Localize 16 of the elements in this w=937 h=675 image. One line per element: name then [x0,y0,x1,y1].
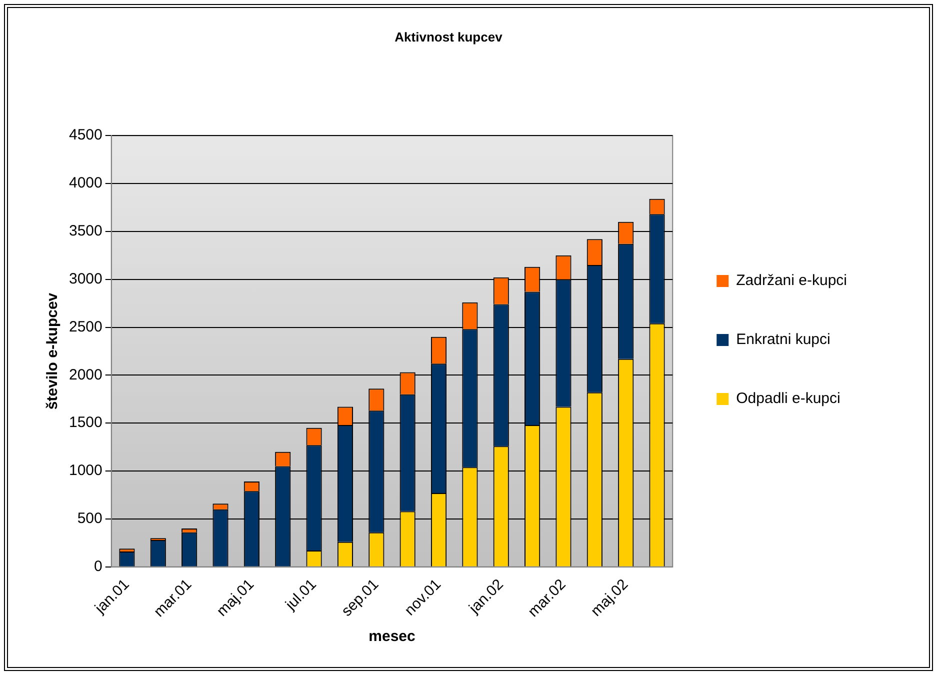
y-tick-label: 500 [77,510,102,528]
legend-label: Odpadli e-kupci [736,390,840,408]
y-tick-label: 4000 [68,174,102,192]
y-tick-label: 4500 [68,126,102,144]
y-tick-label: 3000 [68,270,102,288]
y-tick-label: 1500 [68,414,102,432]
y-tick-label: 1000 [68,462,102,480]
x-axis-title: mesec [368,628,416,646]
chart-title: Aktivnost kupcev [394,29,504,44]
legend-label: Enkratni kupci [736,331,830,348]
y-axis-title: število e-kupcev [44,292,62,410]
legend-label: Zadržani e-kupci [736,272,848,290]
y-tick-label: 0 [94,558,102,575]
y-tick-label: 2000 [68,366,102,384]
y-tick-label: 3500 [68,222,102,240]
y-tick-label: 2500 [68,318,102,336]
